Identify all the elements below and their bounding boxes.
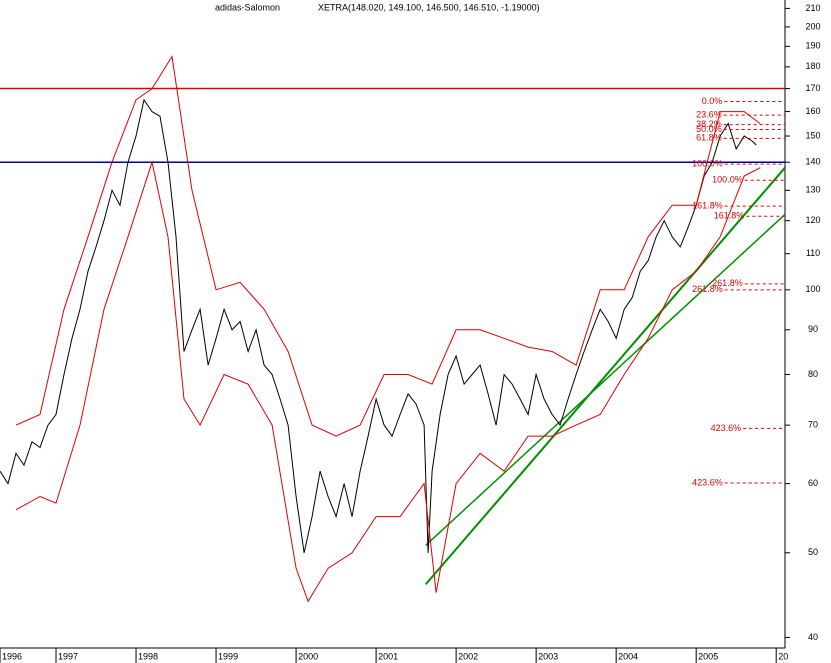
band-line bbox=[15, 160, 761, 603]
fib-label: 61.8% bbox=[696, 133, 722, 143]
fib-label: 161.8% bbox=[692, 200, 723, 210]
y-tick-label: 140 bbox=[805, 157, 820, 167]
y-tick-label: 150 bbox=[805, 130, 820, 140]
y-tick-label: 60 bbox=[808, 478, 818, 488]
fib-label: 261.8% bbox=[692, 284, 723, 294]
trend-line bbox=[424, 167, 786, 586]
x-tick-label: 2001 bbox=[378, 651, 398, 661]
trend-line bbox=[425, 213, 786, 546]
y-tick-label: 170 bbox=[805, 83, 820, 93]
y-tick-label: 210 bbox=[805, 3, 820, 13]
fib-label: 261.8% bbox=[712, 278, 743, 288]
y-tick-label: 180 bbox=[805, 61, 820, 71]
y-tick-label: 70 bbox=[808, 420, 818, 430]
x-tick-label: 2000 bbox=[298, 651, 318, 661]
y-tick-label: 90 bbox=[808, 324, 818, 334]
y-tick-label: 160 bbox=[805, 106, 820, 116]
y-tick-label: 80 bbox=[808, 369, 818, 379]
fib-label: 100.0% bbox=[692, 158, 723, 168]
fib-label: 50.0% bbox=[696, 124, 722, 134]
y-tick-label: 50 bbox=[808, 547, 818, 557]
price-line bbox=[0, 98, 757, 553]
x-tick-label: 2004 bbox=[618, 651, 638, 661]
fib-label: 423.6% bbox=[711, 423, 742, 433]
y-tick-label: 100 bbox=[805, 284, 820, 294]
x-tick-label: 1996 bbox=[2, 651, 22, 661]
x-tick-label: 1998 bbox=[138, 651, 158, 661]
y-tick-label: 110 bbox=[806, 248, 820, 258]
fib-label: 423.6% bbox=[692, 477, 723, 487]
x-tick-label: 2002 bbox=[458, 651, 478, 661]
y-tick-label: 190 bbox=[805, 41, 820, 51]
fib-label: 23.6% bbox=[696, 109, 722, 119]
fib-label: 100.0% bbox=[712, 175, 743, 185]
x-tick-label: 1999 bbox=[218, 651, 238, 661]
fib-label: 0.0% bbox=[702, 96, 723, 106]
y-tick-label: 130 bbox=[805, 185, 820, 195]
chart-subtitle: XETRA(148.020, 149.100, 146.500, 146.510… bbox=[318, 2, 540, 12]
y-tick-label: 120 bbox=[805, 215, 820, 225]
x-tick-label: 2005 bbox=[698, 651, 718, 661]
x-tick-label: 2003 bbox=[538, 651, 558, 661]
y-tick-label: 200 bbox=[805, 21, 820, 31]
band-line bbox=[15, 55, 761, 437]
chart-title: adidas-Salomon bbox=[215, 2, 280, 12]
fib-label: 161.8% bbox=[714, 211, 745, 221]
x-tick-label: 20 bbox=[778, 651, 788, 661]
fib-label: 38.2% bbox=[696, 119, 722, 129]
y-tick-label: 40 bbox=[808, 632, 818, 642]
x-tick-label: 1997 bbox=[58, 651, 78, 661]
